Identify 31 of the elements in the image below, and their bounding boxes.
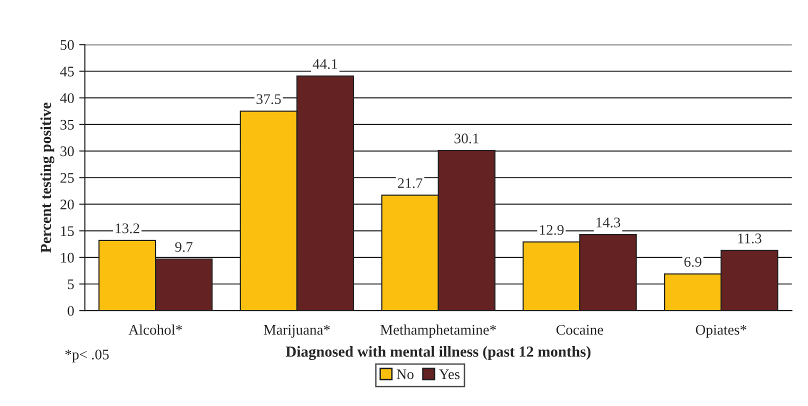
y-tick-label: 0 <box>68 306 74 316</box>
x-tick-label: Methamphetamine* <box>380 324 496 338</box>
y-tick-label: 10 <box>61 252 74 263</box>
x-tick-label: Marijuana* <box>264 324 330 338</box>
data-label: 9.7 <box>175 242 193 252</box>
data-label: 21.7 <box>398 178 422 188</box>
data-label: 12.9 <box>540 225 564 235</box>
data-label: 44.1 <box>312 59 338 69</box>
legend-label: No <box>396 370 414 380</box>
data-label: 14.3 <box>596 218 620 228</box>
y-tick-label: 30 <box>60 146 74 156</box>
y-tick-label: 50 <box>60 40 74 50</box>
data-label: 6.9 <box>684 256 702 267</box>
legend-label: Yes <box>439 370 460 380</box>
data-label: 13.2 <box>116 223 140 234</box>
x-tick-label: Cocaine <box>556 324 604 335</box>
text: *p< .05 <box>65 350 109 362</box>
data-label: 11.3 <box>738 234 762 244</box>
y-tick-label: 40 <box>60 93 74 104</box>
y-tick-label: 25 <box>60 173 74 183</box>
data-label: 37.5 <box>256 94 281 104</box>
x-tick-label: Opiates* <box>696 324 746 338</box>
data-label: 30.1 <box>454 134 479 144</box>
y-tick-label: 45 <box>60 66 74 76</box>
y-tick-label: 15 <box>61 226 74 236</box>
x-tick-label: Alcohol* <box>128 324 182 335</box>
y-axis-title: Percent testing positive <box>40 102 54 253</box>
y-tick-label: 20 <box>60 200 74 210</box>
x-axis-title: Diagnosed with mental illness (past 12 months) <box>286 346 590 360</box>
y-tick-label: 5 <box>68 280 74 290</box>
y-tick-label: 35 <box>60 120 74 130</box>
